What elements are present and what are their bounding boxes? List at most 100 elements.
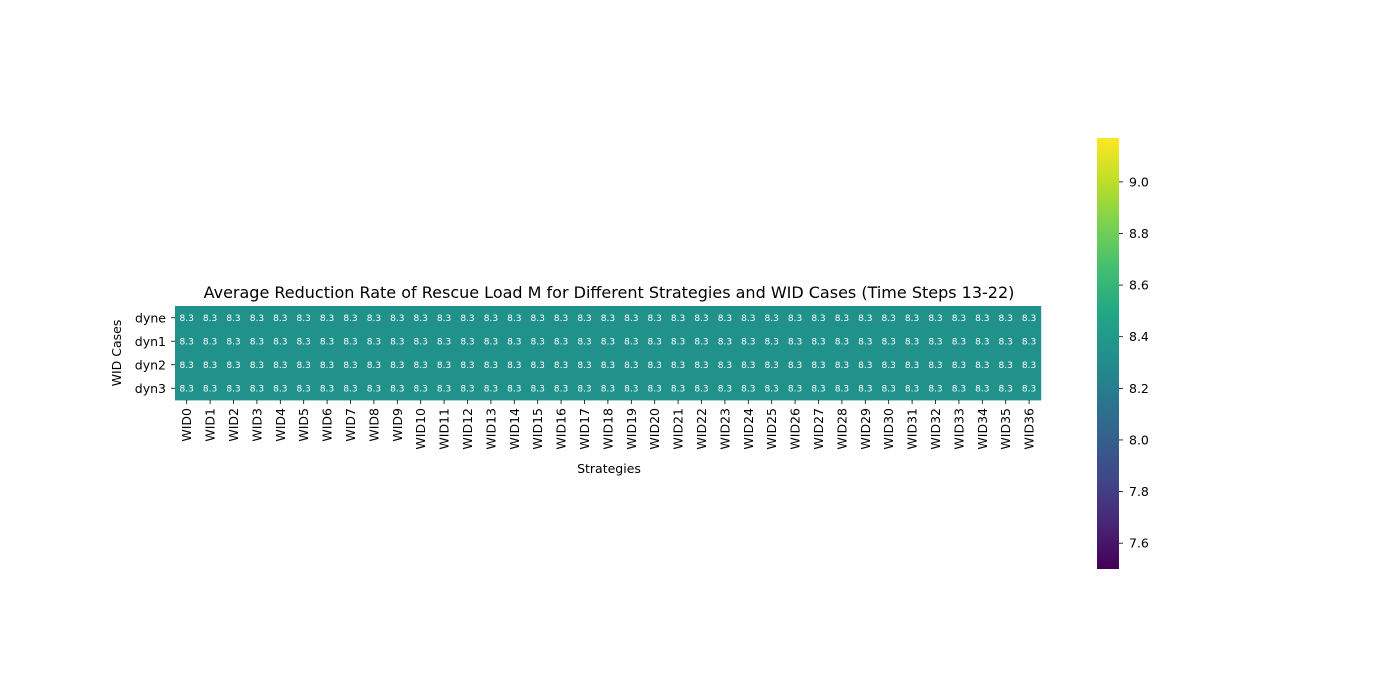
x-tick-label: WID1 <box>203 408 218 442</box>
heatmap-cell-label: 8.3 <box>694 384 708 394</box>
heatmap-cell <box>596 329 620 354</box>
heatmap-cell-label: 8.3 <box>788 361 802 371</box>
heatmap-cell-label: 8.3 <box>811 337 825 347</box>
heatmap-cell-label: 8.3 <box>975 337 989 347</box>
colorbar-tick-label: 9.0 <box>1129 174 1149 189</box>
heatmap-cell <box>198 329 223 354</box>
heatmap-cell-label: 8.3 <box>928 361 942 371</box>
heatmap-cell <box>783 329 808 354</box>
heatmap-cell-label: 8.3 <box>952 384 966 394</box>
heatmap-cell <box>385 376 410 401</box>
x-tick-label: WID0 <box>179 408 194 442</box>
heatmap-cell-label: 8.3 <box>718 337 732 347</box>
heatmap-cell <box>970 329 995 354</box>
heatmap-cell <box>221 306 246 330</box>
heatmap-cell <box>385 353 410 377</box>
heatmap-cell <box>877 329 901 354</box>
heatmap-cell <box>526 329 550 354</box>
heatmap-cell-label: 8.3 <box>835 337 849 347</box>
heatmap-cell <box>292 329 316 354</box>
heatmap-cell-label: 8.3 <box>882 337 896 347</box>
x-tick-label: WID18 <box>600 408 615 450</box>
heatmap-cell <box>783 353 808 377</box>
x-axis-ticks: WID0 WID1 WID2 WID3 WID4 WID5 WID6 WID7 WID8 WID9… <box>179 400 1037 450</box>
heatmap-cell <box>923 376 948 401</box>
heatmap-cell-label: 8.3 <box>203 337 217 347</box>
heatmap-cell-label: 8.3 <box>554 337 568 347</box>
heatmap-cell-label: 8.3 <box>180 361 194 371</box>
heatmap-cell-label: 8.3 <box>226 337 240 347</box>
heatmap-cell <box>455 306 480 330</box>
heatmap-cell-label: 8.3 <box>554 314 568 324</box>
heatmap-cell <box>549 353 574 377</box>
heatmap-cell <box>338 329 363 354</box>
colorbar-tick-label: 8.0 <box>1129 432 1149 447</box>
heatmap-cell-label: 8.3 <box>507 314 521 324</box>
heatmap-cell <box>479 329 503 354</box>
heatmap-cell <box>502 353 527 377</box>
heatmap-cell-label: 8.3 <box>765 361 779 371</box>
heatmap-cell-label: 8.3 <box>601 314 615 324</box>
heatmap-cell-label: 8.3 <box>273 314 287 324</box>
heatmap-cell-label: 8.3 <box>273 361 287 371</box>
heatmap-cell-label: 8.3 <box>694 337 708 347</box>
heatmap-cell <box>853 306 878 330</box>
x-tick-label: WID30 <box>881 408 896 450</box>
heatmap-cell <box>1017 329 1042 354</box>
heatmap-cell <box>175 329 199 354</box>
heatmap-cells <box>175 306 1042 401</box>
x-tick-label: WID17 <box>577 408 592 450</box>
heatmap-cell <box>432 306 457 330</box>
heatmap-cell-label: 8.3 <box>577 384 591 394</box>
heatmap-cell-labels: 8.3 8.3 8.3 8.3 8.3 8.3 8.3 8.3 8.3 8.3 8.3 8.3 8.3 8… <box>180 314 1037 395</box>
heatmap-cell-label: 8.3 <box>367 361 381 371</box>
heatmap-cell <box>994 376 1018 401</box>
heatmap-cell-label: 8.3 <box>905 314 919 324</box>
x-tick-label: WID16 <box>554 408 569 450</box>
heatmap-cell-label: 8.3 <box>718 361 732 371</box>
heatmap-cell-label: 8.3 <box>484 337 498 347</box>
heatmap-cell <box>245 329 269 354</box>
heatmap-cell <box>783 306 808 330</box>
heatmap-cell-label: 8.3 <box>250 337 264 347</box>
heatmap-cell-label: 8.3 <box>531 314 545 324</box>
heatmap-cell <box>315 376 340 401</box>
heatmap-cell-label: 8.3 <box>741 361 755 371</box>
heatmap-cell <box>268 329 293 354</box>
heatmap-cell <box>806 376 831 401</box>
heatmap-cell-label: 8.3 <box>928 314 942 324</box>
heatmap-cell-label: 8.3 <box>905 337 919 347</box>
heatmap-cell <box>853 329 878 354</box>
heatmap-cell <box>292 353 316 377</box>
heatmap-cell-label: 8.3 <box>414 314 428 324</box>
y-tick-label: dyn1 <box>135 334 166 349</box>
heatmap-cell <box>736 353 761 377</box>
heatmap-cell <box>830 306 854 330</box>
heatmap-cell <box>198 306 223 330</box>
heatmap-cell-label: 8.3 <box>531 384 545 394</box>
heatmap-cell <box>549 306 574 330</box>
colorbar-ticks: 7.6 7.8 8.0 8.2 8.4 8.6 8.8 9.0 <box>1119 174 1149 551</box>
heatmap-cell-label: 8.3 <box>601 384 615 394</box>
x-axis-label: Strategies <box>577 461 641 476</box>
heatmap-cell-label: 8.3 <box>858 314 872 324</box>
heatmap-cell-label: 8.3 <box>835 361 849 371</box>
heatmap-cell-label: 8.3 <box>671 337 685 347</box>
heatmap-cell-label: 8.3 <box>648 314 662 324</box>
x-tick-label: WID7 <box>343 408 358 442</box>
x-tick-label: WID25 <box>764 408 779 450</box>
heatmap-cell <box>268 376 293 401</box>
heatmap-cell <box>736 306 761 330</box>
heatmap-cell <box>526 306 550 330</box>
heatmap-cell-label: 8.3 <box>952 314 966 324</box>
heatmap-cell <box>736 329 761 354</box>
heatmap-cell <box>970 353 995 377</box>
heatmap-cell-label: 8.3 <box>484 361 498 371</box>
heatmap-cell <box>760 376 784 401</box>
heatmap-cell-label: 8.3 <box>531 361 545 371</box>
heatmap-cell <box>502 306 527 330</box>
heatmap-cell <box>221 329 246 354</box>
heatmap-cell-label: 8.3 <box>180 337 194 347</box>
heatmap-cell-label: 8.3 <box>811 314 825 324</box>
heatmap-cell <box>713 306 737 330</box>
